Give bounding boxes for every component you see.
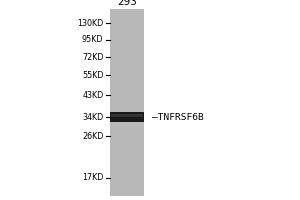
Text: 55KD: 55KD: [82, 71, 104, 79]
Text: 95KD: 95KD: [82, 36, 104, 45]
Text: 43KD: 43KD: [82, 91, 103, 100]
Text: 130KD: 130KD: [77, 19, 104, 27]
Text: 34KD: 34KD: [82, 112, 103, 121]
Bar: [110, 112, 144, 122]
Text: 26KD: 26KD: [82, 132, 103, 141]
Text: 72KD: 72KD: [82, 53, 104, 62]
Bar: [110, 9, 144, 196]
Text: 17KD: 17KD: [82, 173, 103, 182]
Text: —TNFRSF6B: —TNFRSF6B: [152, 112, 203, 121]
Bar: [111, 114, 142, 117]
Text: 293: 293: [117, 0, 137, 7]
